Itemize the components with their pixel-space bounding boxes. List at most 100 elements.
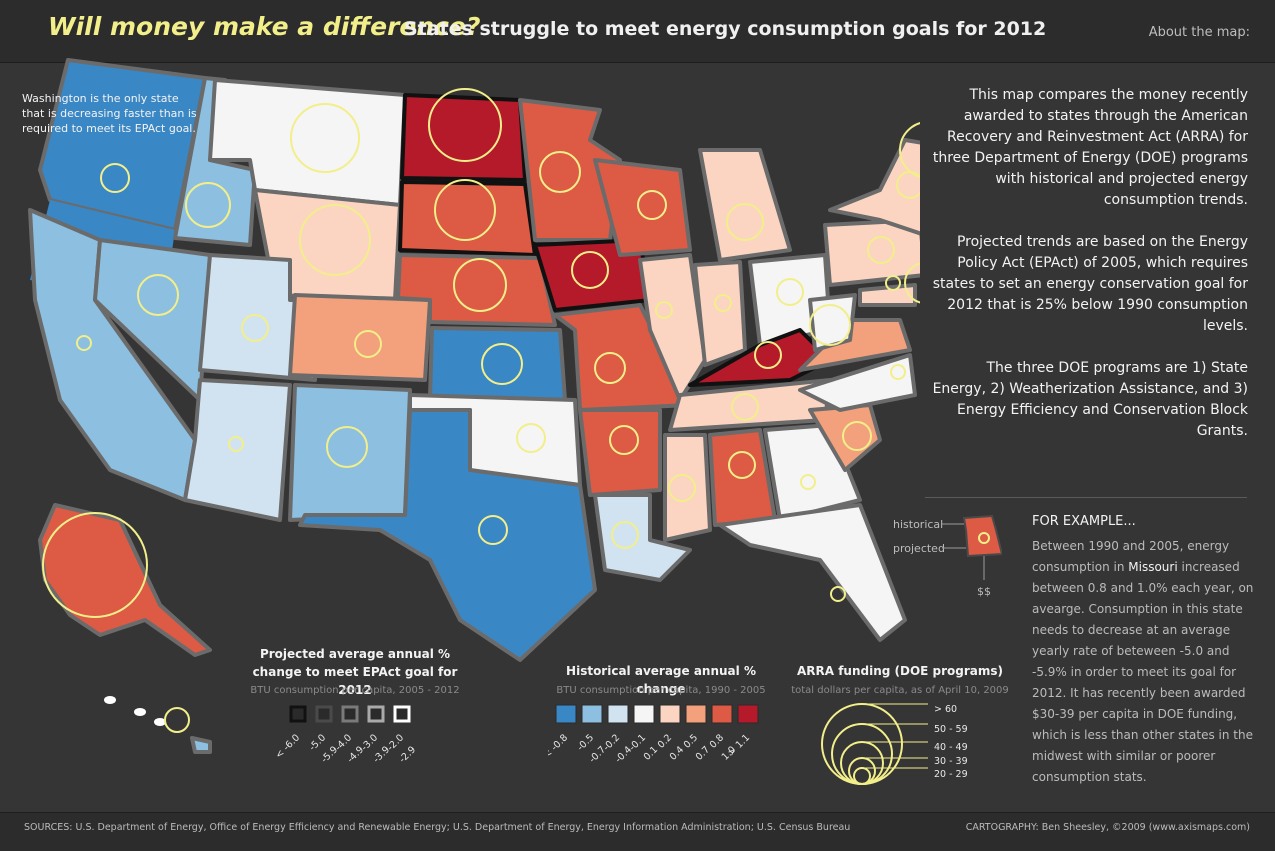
legend-projected-swatch-0 [289, 705, 307, 723]
state-new-york[interactable] [828, 138, 920, 240]
legend-historical-from-6: 0.8 [708, 732, 726, 750]
funding-circle-north-dakota [428, 88, 502, 162]
funding-circle-missouri [594, 352, 626, 384]
legend-funding [821, 703, 928, 785]
funding-circle-utah [241, 314, 269, 342]
map-title: Will money make a difference? [48, 12, 481, 41]
funding-circle-oklahoma [516, 423, 546, 453]
example-body-end: increased between 0.8 and 1.0% each year… [1032, 560, 1254, 784]
state-west-virginia[interactable] [808, 293, 857, 352]
state-north-carolina[interactable] [798, 353, 917, 412]
hawaii-island-kauai [104, 696, 116, 704]
example-body-start: Between 1990 and 2005, energy consumptio… [1032, 539, 1230, 574]
sources: SOURCES: U.S. Department of Energy, Offi… [24, 822, 851, 833]
state-south-dakota[interactable] [398, 180, 537, 257]
legend-historical-from-5: 0.5 [682, 732, 700, 750]
state-mississippi[interactable] [663, 433, 712, 542]
funding-circle-kansas [481, 343, 523, 385]
about-paragraph-3: The three DOE programs are 1) State Ener… [932, 360, 1248, 439]
example-label-funding: $$ [977, 585, 991, 598]
legend-projected-from-1: -5.0 [307, 732, 328, 753]
funding-circle-washington [100, 163, 130, 193]
about-text: This map compares the money recently awa… [930, 85, 1248, 463]
funding-circle-pennsylvania [867, 236, 895, 264]
state-maryland[interactable] [858, 283, 917, 307]
legend-historical: < -0.8 -0.5-0.7-0.2-0.4-0.10.10.20.40.50.… [548, 704, 759, 765]
legend-historical-swatch-7 [737, 704, 759, 724]
legend-funding-circle-3 [848, 757, 876, 785]
header-bar [0, 0, 1275, 63]
legend-funding-label-1: 50 - 59 [934, 724, 968, 735]
funding-circle-alabama [728, 451, 756, 479]
funding-circle-ohio [776, 278, 804, 306]
legend-projected-swatch-4 [393, 705, 411, 723]
legend-historical-from-1: -0.5 [575, 732, 596, 753]
state-wisconsin[interactable] [593, 158, 692, 257]
state-indiana[interactable] [693, 260, 747, 367]
funding-circle-kentucky [754, 341, 782, 369]
legend-funding-circle-2 [840, 741, 884, 785]
washington-note: Washington is the only state that is dec… [22, 92, 197, 135]
legend-funding-label-4: 20 - 29 [934, 769, 968, 780]
funding-circle-mississippi [668, 474, 696, 502]
funding-circle-nebraska [453, 258, 507, 312]
state-alaska[interactable] [38, 503, 212, 657]
legend-projected-swatch-1 [315, 705, 333, 723]
legend-projected: < -6.0 -5.0-5.9-4.0-4.9-3.0-3.9-2.0-2.9 [275, 705, 418, 765]
legend-funding-title: ARRA funding (DOE programs) [796, 664, 1004, 678]
state-north-dakota[interactable] [400, 93, 527, 182]
example-label-historical: historical [893, 518, 944, 531]
legend-historical-to-3: 0.1 [642, 744, 660, 762]
funding-circle-delaware [904, 262, 920, 304]
state-hawaii[interactable] [190, 736, 212, 754]
state-florida[interactable] [718, 503, 907, 642]
funding-circle-nevada [137, 274, 179, 316]
legend-historical-subtitle: BTU consumption per capita, 1990 - 2005 [556, 685, 766, 696]
about-link[interactable]: About the map: [1148, 25, 1250, 40]
funding-circle-wyoming [299, 204, 371, 276]
funding-circle-illinois [655, 301, 673, 319]
legend-historical-swatch-2 [607, 704, 629, 724]
example-label-projected: projected [893, 542, 945, 555]
legend-funding-subtitle: total dollars per capita, as of April 10… [791, 685, 1009, 696]
legend-historical-title: Historical average annual % change [566, 664, 756, 696]
state-kansas[interactable] [428, 326, 567, 402]
funding-circle-south-carolina [842, 421, 872, 451]
funding-circle-virginia [885, 275, 901, 291]
legend-historical-swatch-0 [555, 704, 577, 724]
funding-circle-indiana [714, 294, 732, 312]
example-title: FOR EXAMPLE... [1032, 514, 1136, 529]
legend-historical-from-4: 0.2 [656, 732, 674, 750]
funding-circle-tennessee [731, 393, 759, 421]
state-louisiana[interactable] [593, 493, 692, 582]
legend-historical-to-5: 0.7 [694, 744, 712, 762]
legend-historical-swatch-1 [581, 704, 603, 724]
legend-projected-swatch-2 [341, 705, 359, 723]
state-new-mexico[interactable] [288, 383, 412, 522]
legend-historical-from-0: < -0.8 [548, 732, 570, 761]
funding-circle-idaho [185, 182, 231, 228]
funding-circle-hawaii [164, 707, 190, 733]
hawaii-island-maui [154, 718, 166, 726]
funding-circle-iowa [571, 251, 609, 289]
state-minnesota[interactable] [518, 98, 622, 242]
map-subtitle: States struggle to meet energy consumpti… [404, 18, 1047, 40]
state-texas[interactable] [298, 408, 597, 662]
funding-circle-vermont [899, 122, 920, 178]
funding-circle-texas [478, 515, 508, 545]
funding-circle-montana [290, 103, 360, 173]
state-colorado[interactable] [288, 293, 432, 382]
footer-bar [0, 812, 1275, 851]
funding-circle-georgia [800, 474, 816, 490]
state-missouri[interactable] [553, 303, 692, 412]
legend-historical-swatch-6 [711, 704, 733, 724]
state-illinois[interactable] [638, 253, 707, 402]
legend-historical-swatch-5 [685, 704, 707, 724]
legend-historical-swatch-3 [633, 704, 655, 724]
divider [925, 497, 1247, 498]
us-map: RI DE [28, 58, 920, 754]
about-paragraph-2: Projected trends are based on the Energy… [932, 234, 1248, 334]
funding-circle-west-virginia [809, 304, 851, 346]
legend-projected-title: Projected average annual % change to mee… [252, 647, 458, 697]
example-body: Between 1990 and 2005, energy consumptio… [1032, 536, 1254, 788]
